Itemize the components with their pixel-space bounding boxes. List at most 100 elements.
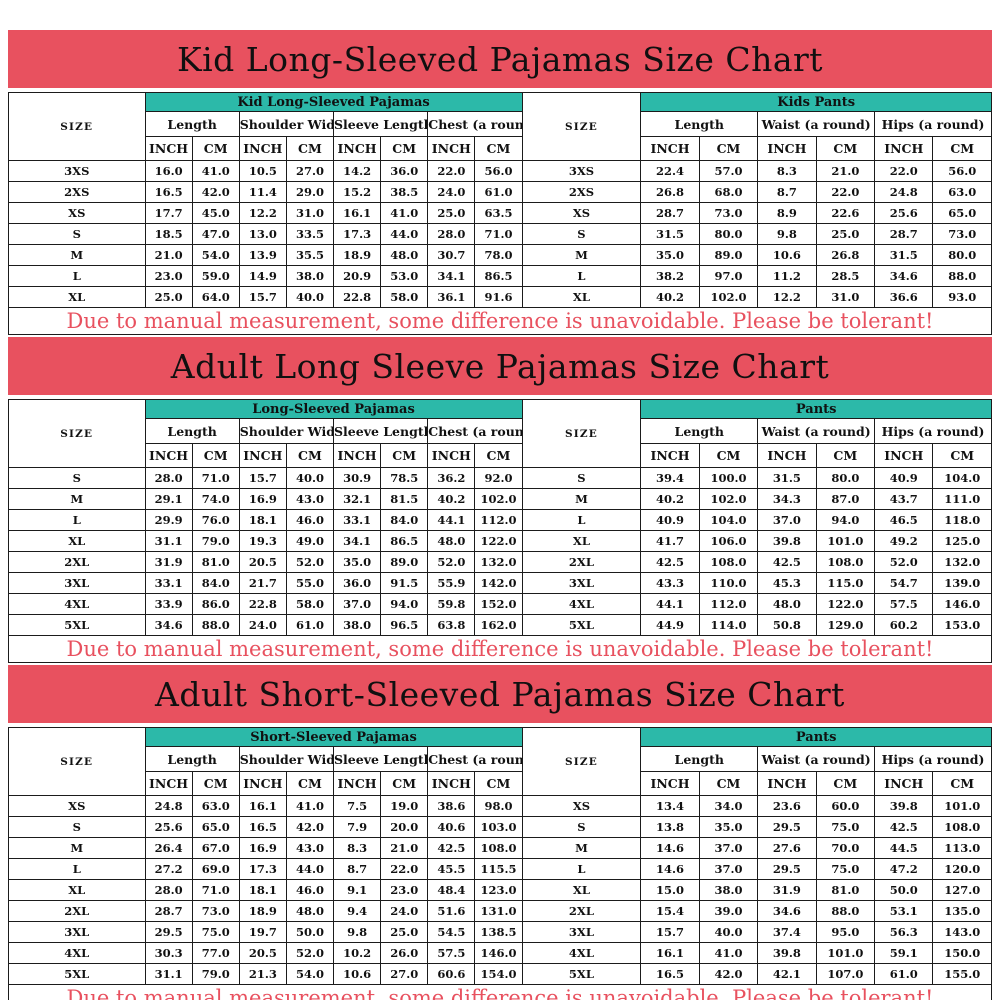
measurement-group-header: Sleeve Length [333, 418, 429, 444]
value-cell: 44.9 [640, 614, 700, 636]
value-cell: 8.3 [757, 160, 817, 182]
value-cell: 24.0 [427, 181, 476, 203]
value-cell: 20.0 [380, 816, 429, 838]
size-cell: XL [521, 879, 642, 901]
size-cell: M [8, 488, 146, 510]
value-cell: 138.5 [474, 921, 523, 943]
value-cell: 80.0 [815, 467, 876, 489]
unit-header-inch: INCH [238, 136, 287, 161]
unit-header-inch: INCH [144, 443, 193, 468]
value-cell: 67.0 [191, 837, 240, 859]
value-cell: 84.0 [380, 509, 429, 531]
value-cell: 94.0 [815, 509, 876, 531]
value-cell: 56.0 [932, 160, 992, 182]
value-cell: 78.5 [380, 467, 429, 489]
unit-header-inch: INCH [427, 136, 476, 161]
value-cell: 40.9 [874, 467, 934, 489]
size-cell: XL [8, 879, 146, 901]
value-cell: 55.0 [285, 572, 335, 594]
size-chart-section-adult-short-sleeved: Adult Short-Sleeved Pajamas Size Chart S… [8, 665, 992, 1000]
value-cell: 88.0 [191, 614, 240, 636]
value-cell: 40.0 [285, 286, 335, 308]
value-cell: 92.0 [474, 467, 523, 489]
value-cell: 150.0 [932, 942, 992, 964]
unit-header-cm: CM [380, 771, 429, 796]
value-cell: 47.2 [874, 858, 934, 880]
table-row: XL 28.0 71.0 18.1 46.0 9.1 23.0 48.4 123.0 XL 15.0… [8, 879, 992, 901]
size-cell: 5XL [8, 963, 146, 985]
size-cell: S [521, 223, 642, 245]
table-row: 3XL 29.5 75.0 19.7 50.0 9.8 25.0 54.5 138.5 3XL 15… [8, 921, 992, 943]
pants-table-header: Pants [640, 727, 992, 747]
value-cell: 60.0 [815, 795, 876, 817]
measurement-group-header: Length [144, 418, 240, 444]
value-cell: 127.0 [932, 879, 992, 901]
value-cell: 18.1 [238, 509, 287, 531]
value-cell: 10.6 [333, 963, 382, 985]
value-cell: 22.0 [427, 160, 476, 182]
value-cell: 61.0 [474, 181, 523, 203]
value-cell: 54.5 [427, 921, 476, 943]
value-cell: 18.9 [238, 900, 287, 922]
value-cell: 64.0 [191, 286, 240, 308]
value-cell: 108.0 [474, 837, 523, 859]
size-cell: 2XL [521, 551, 642, 573]
value-cell: 76.0 [191, 509, 240, 531]
value-cell: 44.0 [380, 223, 429, 245]
value-cell: 19.3 [238, 530, 287, 552]
value-cell: 48.0 [427, 530, 476, 552]
value-cell: 31.9 [144, 551, 193, 573]
value-cell: 16.9 [238, 488, 287, 510]
value-cell: 14.2 [333, 160, 382, 182]
value-cell: 25.6 [874, 202, 934, 224]
pants-table-header: Kids Pants [640, 92, 992, 112]
value-cell: 37.0 [698, 858, 759, 880]
value-cell: 31.1 [144, 530, 193, 552]
value-cell: 20.9 [333, 265, 382, 287]
measurement-group-header: Chest (a round) [427, 111, 523, 137]
table-row: 4XL 33.9 86.0 22.8 58.0 37.0 94.0 59.8 152.0 4XL 4… [8, 593, 992, 615]
value-cell: 78.0 [474, 244, 523, 266]
value-cell: 87.0 [815, 488, 876, 510]
value-cell: 104.0 [698, 509, 759, 531]
value-cell: 101.0 [932, 795, 992, 817]
value-cell: 98.0 [474, 795, 523, 817]
value-cell: 43.7 [874, 488, 934, 510]
table-row: 5XL 31.1 79.0 21.3 54.0 10.6 27.0 60.6 154.0 5XL 1… [8, 963, 992, 985]
value-cell: 43.0 [285, 837, 335, 859]
measurement-group-header: Chest (a round) [427, 746, 523, 772]
size-cell: 4XL [521, 942, 642, 964]
value-cell: 45.5 [427, 858, 476, 880]
measurement-group-header: Shoulder Width [238, 111, 335, 137]
size-chart-section-kid-long-sleeved: Kid Long-Sleeved Pajamas Size Chart SIZE… [8, 30, 992, 335]
section-title: Adult Short-Sleeved Pajamas Size Chart [155, 674, 845, 714]
unit-header-cm: CM [285, 771, 335, 796]
table-band-row: SIZE Kid Long-Sleeved Pajamas SIZE Kids Pan… [8, 92, 992, 161]
value-cell: 31.5 [874, 244, 934, 266]
value-cell: 28.7 [640, 202, 700, 224]
value-cell: 8.7 [333, 858, 382, 880]
value-cell: 45.3 [757, 572, 817, 594]
unit-header-inch: INCH [757, 443, 817, 468]
measurement-group-header: Waist (a round) [757, 418, 876, 444]
value-cell: 15.4 [640, 900, 700, 922]
value-cell: 18.9 [333, 244, 382, 266]
value-cell: 42.0 [191, 181, 240, 203]
unit-header-cm: CM [932, 136, 992, 161]
unit-header-inch: INCH [874, 136, 934, 161]
value-cell: 30.7 [427, 244, 476, 266]
value-cell: 8.7 [757, 181, 817, 203]
value-cell: 23.0 [144, 265, 193, 287]
table-row: XL 31.1 79.0 19.3 49.0 34.1 86.5 48.0 122.0 XL 41.… [8, 530, 992, 552]
value-cell: 73.0 [932, 223, 992, 245]
value-cell: 43.3 [640, 572, 700, 594]
unit-header-inch: INCH [640, 771, 700, 796]
size-cell: M [521, 837, 642, 859]
size-column-header: SIZE [8, 727, 146, 796]
unit-header-inch: INCH [874, 771, 934, 796]
size-cell: L [521, 509, 642, 531]
value-cell: 22.0 [380, 858, 429, 880]
value-cell: 9.8 [333, 921, 382, 943]
value-cell: 55.9 [427, 572, 476, 594]
